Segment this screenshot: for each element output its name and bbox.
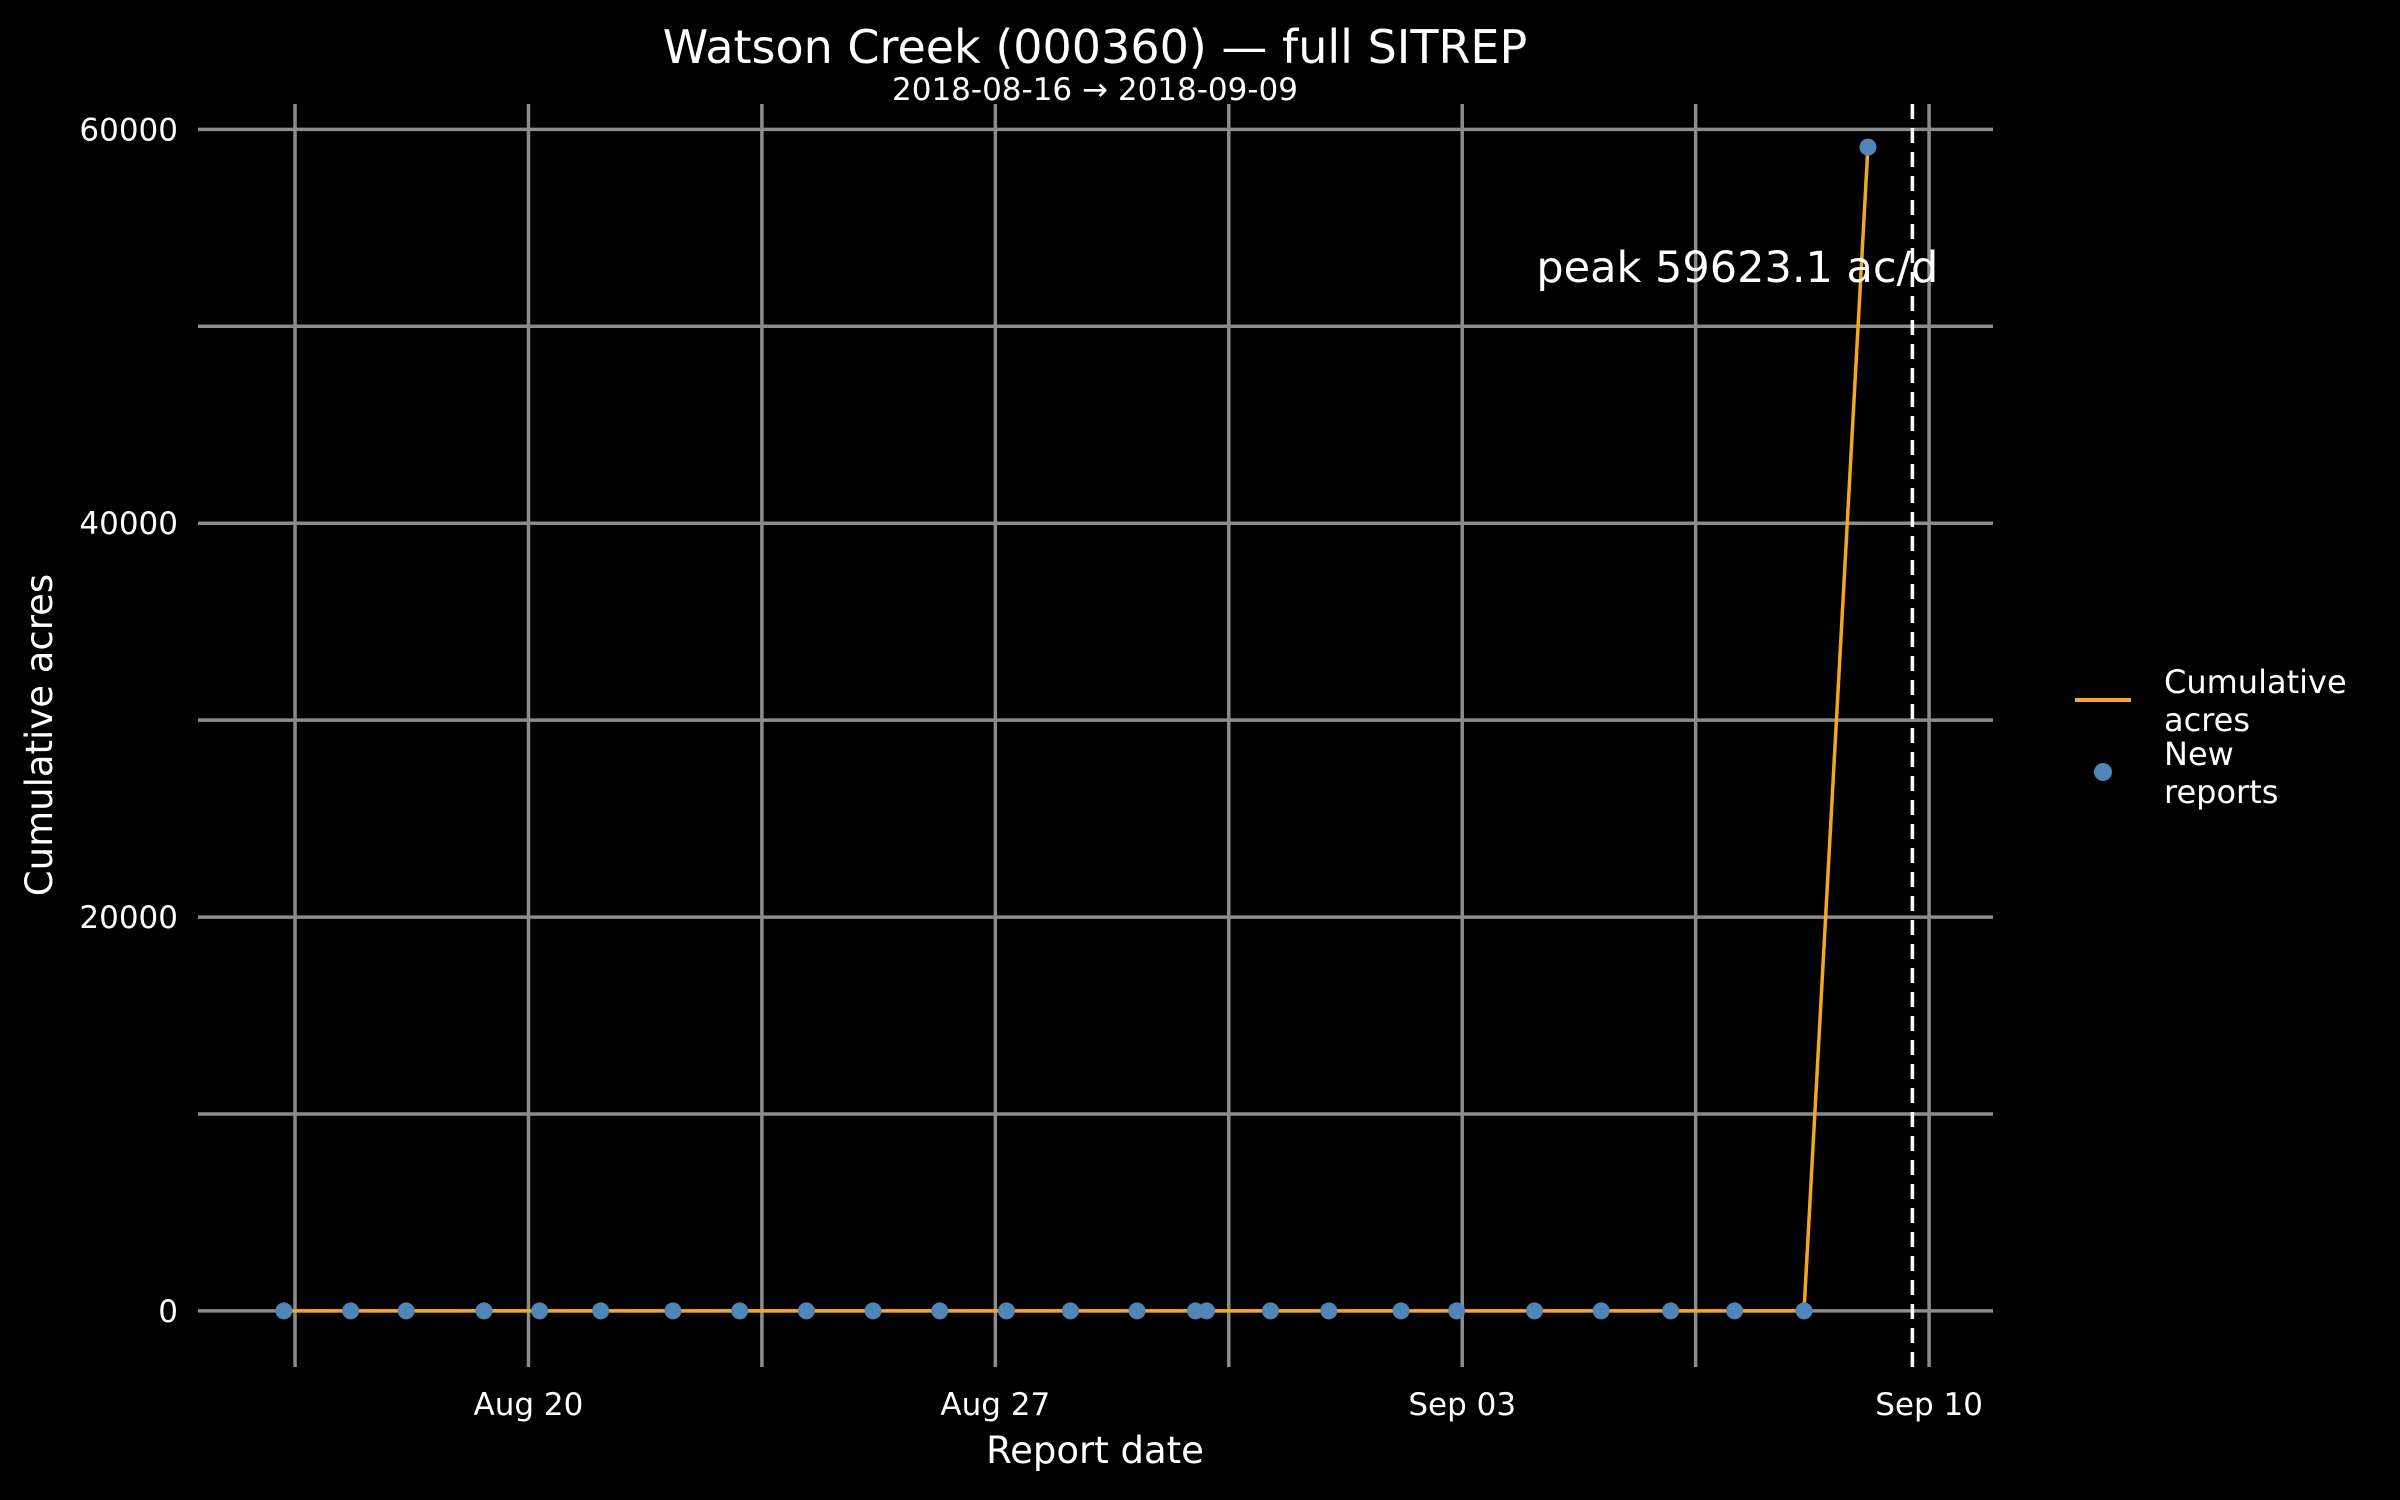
new-report-point [342,1302,360,1320]
x-tick-label: Sep 10 [1875,1387,1983,1423]
y-tick-label: 40000 [79,506,178,542]
x-tick-label: Sep 03 [1408,1387,1516,1423]
new-report-point [397,1302,415,1320]
chart-title: Watson Creek (000360) — full SITREP [663,20,1527,74]
new-report-point [1320,1302,1338,1320]
new-report-point [531,1302,549,1320]
legend: Cumulative acres New reports [2075,663,2357,811]
x-axis-title: Report date [986,1429,1204,1472]
new-report-point [664,1302,682,1320]
new-report-point [1448,1302,1466,1320]
new-report-point [1128,1302,1146,1320]
new-report-point [1392,1302,1410,1320]
new-report-point [1061,1302,1079,1320]
axis-ticks: 0 20000 40000 60000 Aug 20 Aug 27 Sep 03 Sep 10 [79,112,1983,1423]
new-report-point [275,1302,293,1320]
new-report-point [1795,1302,1813,1320]
new-report-point [1592,1302,1610,1320]
new-report-point [592,1302,610,1320]
y-tick-label: 60000 [79,112,178,148]
legend-point-swatch [2094,763,2112,781]
new-report-point [1859,138,1877,156]
cumulative-acres-line [283,147,1870,1313]
new-report-point [1662,1302,1680,1320]
y-tick-label: 0 [158,1294,178,1330]
y-tick-label: 20000 [79,900,178,936]
new-report-point [475,1302,493,1320]
peak-annotation: peak 59623.1 ac/d [1536,243,1938,293]
new-report-point [997,1302,1015,1320]
grid-lines [198,104,1993,1367]
x-tick-label: Aug 20 [474,1387,584,1423]
new-report-point [1198,1302,1216,1320]
x-tick-label: Aug 27 [940,1387,1050,1423]
new-report-point [797,1302,815,1320]
new-report-point [931,1302,949,1320]
new-report-point [864,1302,882,1320]
new-report-point [1726,1302,1744,1320]
legend-label-new-reports: New reports [2164,735,2278,811]
new-report-point [1261,1302,1279,1320]
legend-label-cumulative-acres: Cumulative acres [2164,663,2357,739]
plot-series [275,138,1877,1320]
y-axis-title: Cumulative acres [18,574,61,896]
new-report-point [731,1302,749,1320]
new-report-point [1525,1302,1543,1320]
chart-subtitle: 2018-08-16 → 2018-09-09 [892,72,1298,108]
